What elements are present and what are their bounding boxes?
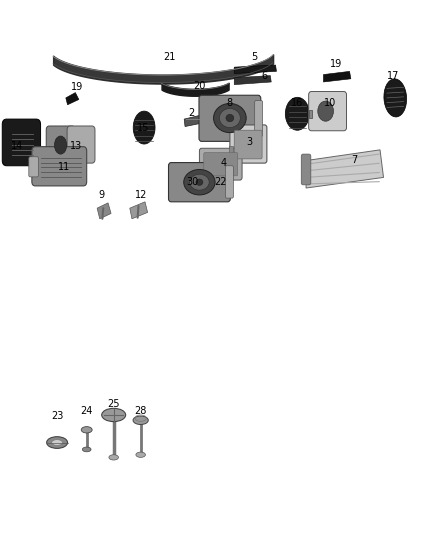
Ellipse shape	[52, 440, 63, 446]
Text: 13: 13	[70, 141, 82, 151]
Text: 25: 25	[107, 399, 120, 409]
Text: 17: 17	[387, 70, 399, 80]
Ellipse shape	[384, 79, 406, 117]
FancyBboxPatch shape	[67, 126, 95, 163]
Ellipse shape	[318, 101, 333, 121]
Text: 16: 16	[291, 98, 304, 108]
Text: 5: 5	[251, 52, 257, 62]
FancyBboxPatch shape	[301, 154, 311, 185]
FancyBboxPatch shape	[199, 95, 261, 141]
FancyBboxPatch shape	[169, 163, 230, 202]
Text: 24: 24	[81, 406, 93, 416]
Text: 22: 22	[215, 176, 227, 187]
FancyBboxPatch shape	[309, 92, 346, 131]
Polygon shape	[130, 202, 148, 219]
Polygon shape	[234, 65, 276, 74]
Polygon shape	[230, 146, 233, 152]
Polygon shape	[97, 203, 111, 219]
Text: 12: 12	[134, 190, 147, 200]
Ellipse shape	[184, 169, 215, 195]
Text: 10: 10	[324, 98, 336, 108]
Text: 9: 9	[99, 190, 105, 200]
Text: 30: 30	[186, 176, 198, 187]
Text: 3: 3	[247, 137, 253, 147]
Polygon shape	[234, 76, 271, 85]
Ellipse shape	[54, 136, 67, 154]
Text: 14: 14	[11, 141, 23, 151]
Text: 28: 28	[134, 406, 147, 416]
Polygon shape	[306, 150, 384, 188]
Polygon shape	[184, 115, 201, 126]
Ellipse shape	[133, 111, 155, 144]
Ellipse shape	[196, 179, 203, 185]
FancyBboxPatch shape	[226, 166, 233, 198]
FancyBboxPatch shape	[46, 126, 75, 164]
FancyBboxPatch shape	[29, 157, 39, 177]
Ellipse shape	[102, 408, 126, 422]
Text: 6: 6	[261, 70, 268, 80]
Ellipse shape	[226, 114, 234, 122]
Ellipse shape	[190, 174, 209, 190]
Text: 15: 15	[137, 123, 149, 133]
Ellipse shape	[47, 437, 67, 448]
Text: 7: 7	[352, 156, 358, 165]
Text: 23: 23	[51, 411, 63, 421]
FancyBboxPatch shape	[230, 125, 267, 163]
Polygon shape	[309, 110, 312, 118]
Ellipse shape	[219, 109, 240, 127]
Ellipse shape	[81, 426, 92, 433]
FancyBboxPatch shape	[32, 147, 87, 186]
Polygon shape	[66, 93, 79, 105]
Ellipse shape	[214, 103, 246, 133]
Text: 19: 19	[71, 82, 84, 92]
Text: 2: 2	[188, 108, 194, 118]
Ellipse shape	[109, 455, 118, 460]
Text: 20: 20	[193, 81, 205, 91]
Polygon shape	[323, 71, 351, 82]
FancyBboxPatch shape	[204, 152, 238, 176]
Ellipse shape	[133, 416, 148, 424]
FancyBboxPatch shape	[2, 119, 41, 166]
Ellipse shape	[136, 452, 145, 457]
FancyBboxPatch shape	[234, 130, 262, 159]
FancyBboxPatch shape	[199, 148, 242, 180]
Text: 4: 4	[220, 158, 226, 168]
FancyBboxPatch shape	[254, 101, 262, 136]
Text: 11: 11	[58, 162, 71, 172]
Ellipse shape	[82, 447, 91, 452]
Text: 8: 8	[226, 98, 233, 108]
Text: 19: 19	[330, 59, 343, 69]
Ellipse shape	[286, 98, 309, 130]
Text: 21: 21	[163, 52, 175, 62]
